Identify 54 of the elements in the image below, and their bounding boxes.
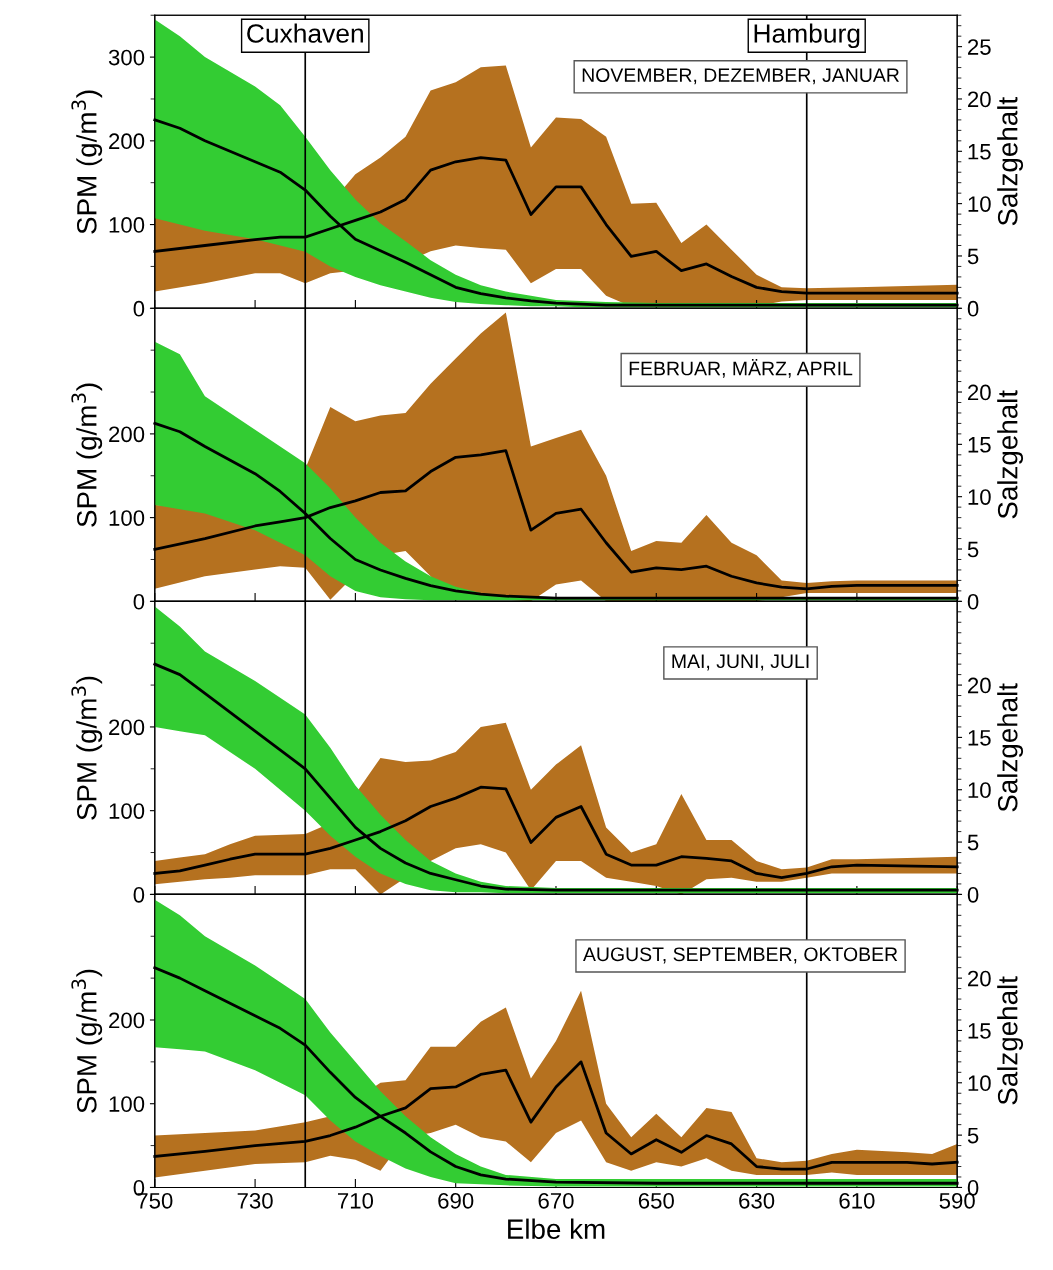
y2-tick-label: 10: [968, 489, 991, 505]
y2-axis-title: Salzgehalt: [997, 976, 1024, 1105]
ref-line-label: Hamburg: [754, 23, 860, 49]
y2-tick-label: 10: [968, 196, 991, 212]
y2-tick-label: 15: [968, 437, 991, 453]
ref-line-label: Cuxhaven: [247, 23, 363, 43]
y2-tick-label: 20: [968, 677, 991, 694]
annotation: AUGUST, SEPTEMBER, OKTOBER: [583, 947, 898, 964]
x-tick-label: 730: [237, 1192, 273, 1209]
y-tick-label: 0: [133, 593, 145, 610]
y-tick-label: 100: [109, 803, 145, 819]
y2-tick-label: 5: [967, 834, 979, 851]
x-tick-label: 690: [438, 1192, 474, 1209]
y2-tick-label: 15: [968, 1023, 991, 1039]
annotation: NOVEMBER, DEZEMBER, JANUAR: [582, 68, 899, 85]
y-tick-label: 100: [109, 510, 145, 526]
x-tick-label: 610: [839, 1192, 875, 1209]
y2-tick-label: 0: [967, 300, 979, 317]
annotation: FEBRUAR, MÄRZ, APRIL: [629, 358, 853, 378]
y2-tick-label: 15: [968, 144, 991, 160]
y2-axis-title: Salzgehalt: [997, 390, 1024, 519]
y-tick-label: 300: [108, 49, 145, 66]
y-tick-label: 200: [109, 719, 145, 736]
y2-tick-label: 10: [968, 782, 991, 799]
x-axis-title: Elbe km: [508, 1218, 605, 1239]
y2-tick-label: 15: [968, 730, 991, 746]
x-tick-label: 650: [638, 1192, 674, 1209]
y-tick-label: 200: [109, 133, 145, 150]
y2-tick-label: 10: [968, 1075, 991, 1092]
y-axis-title: SPM (g/m$^{3}$): [71, 969, 103, 1113]
y-tick-label: 100: [109, 1096, 145, 1112]
y2-tick-label: 5: [967, 248, 979, 265]
y2-tick-label: 0: [967, 886, 979, 903]
x-tick-label: 630: [739, 1192, 775, 1209]
y2-tick-label: 5: [967, 1127, 979, 1144]
y2-axis-title: Salzgehalt: [997, 683, 1024, 812]
x-tick-label: 670: [538, 1192, 574, 1209]
y2-tick-label: 25: [968, 39, 991, 55]
y2-tick-label: 20: [968, 384, 991, 401]
y2-tick-label: 20: [968, 970, 991, 987]
y-axis-title: SPM (g/m$^{3}$): [71, 676, 103, 820]
y2-axis-title: Salzgehalt: [997, 97, 1024, 226]
y-axis-title: SPM (g/m$^{3}$): [71, 90, 103, 234]
annotation: MAI, JUNI, JULI: [672, 654, 809, 671]
y-tick-label: 200: [109, 1012, 145, 1029]
y-tick-label: 100: [109, 217, 145, 233]
x-tick-label: 710: [337, 1192, 374, 1209]
y2-tick-label: 0: [967, 593, 979, 610]
y-tick-label: 0: [133, 300, 145, 317]
y-tick-label: 200: [109, 426, 145, 443]
y2-tick-label: 20: [968, 91, 991, 108]
y-tick-label: 0: [133, 886, 145, 903]
y2-tick-label: 5: [967, 541, 979, 558]
y-axis-title: SPM (g/m$^{3}$): [71, 383, 103, 527]
